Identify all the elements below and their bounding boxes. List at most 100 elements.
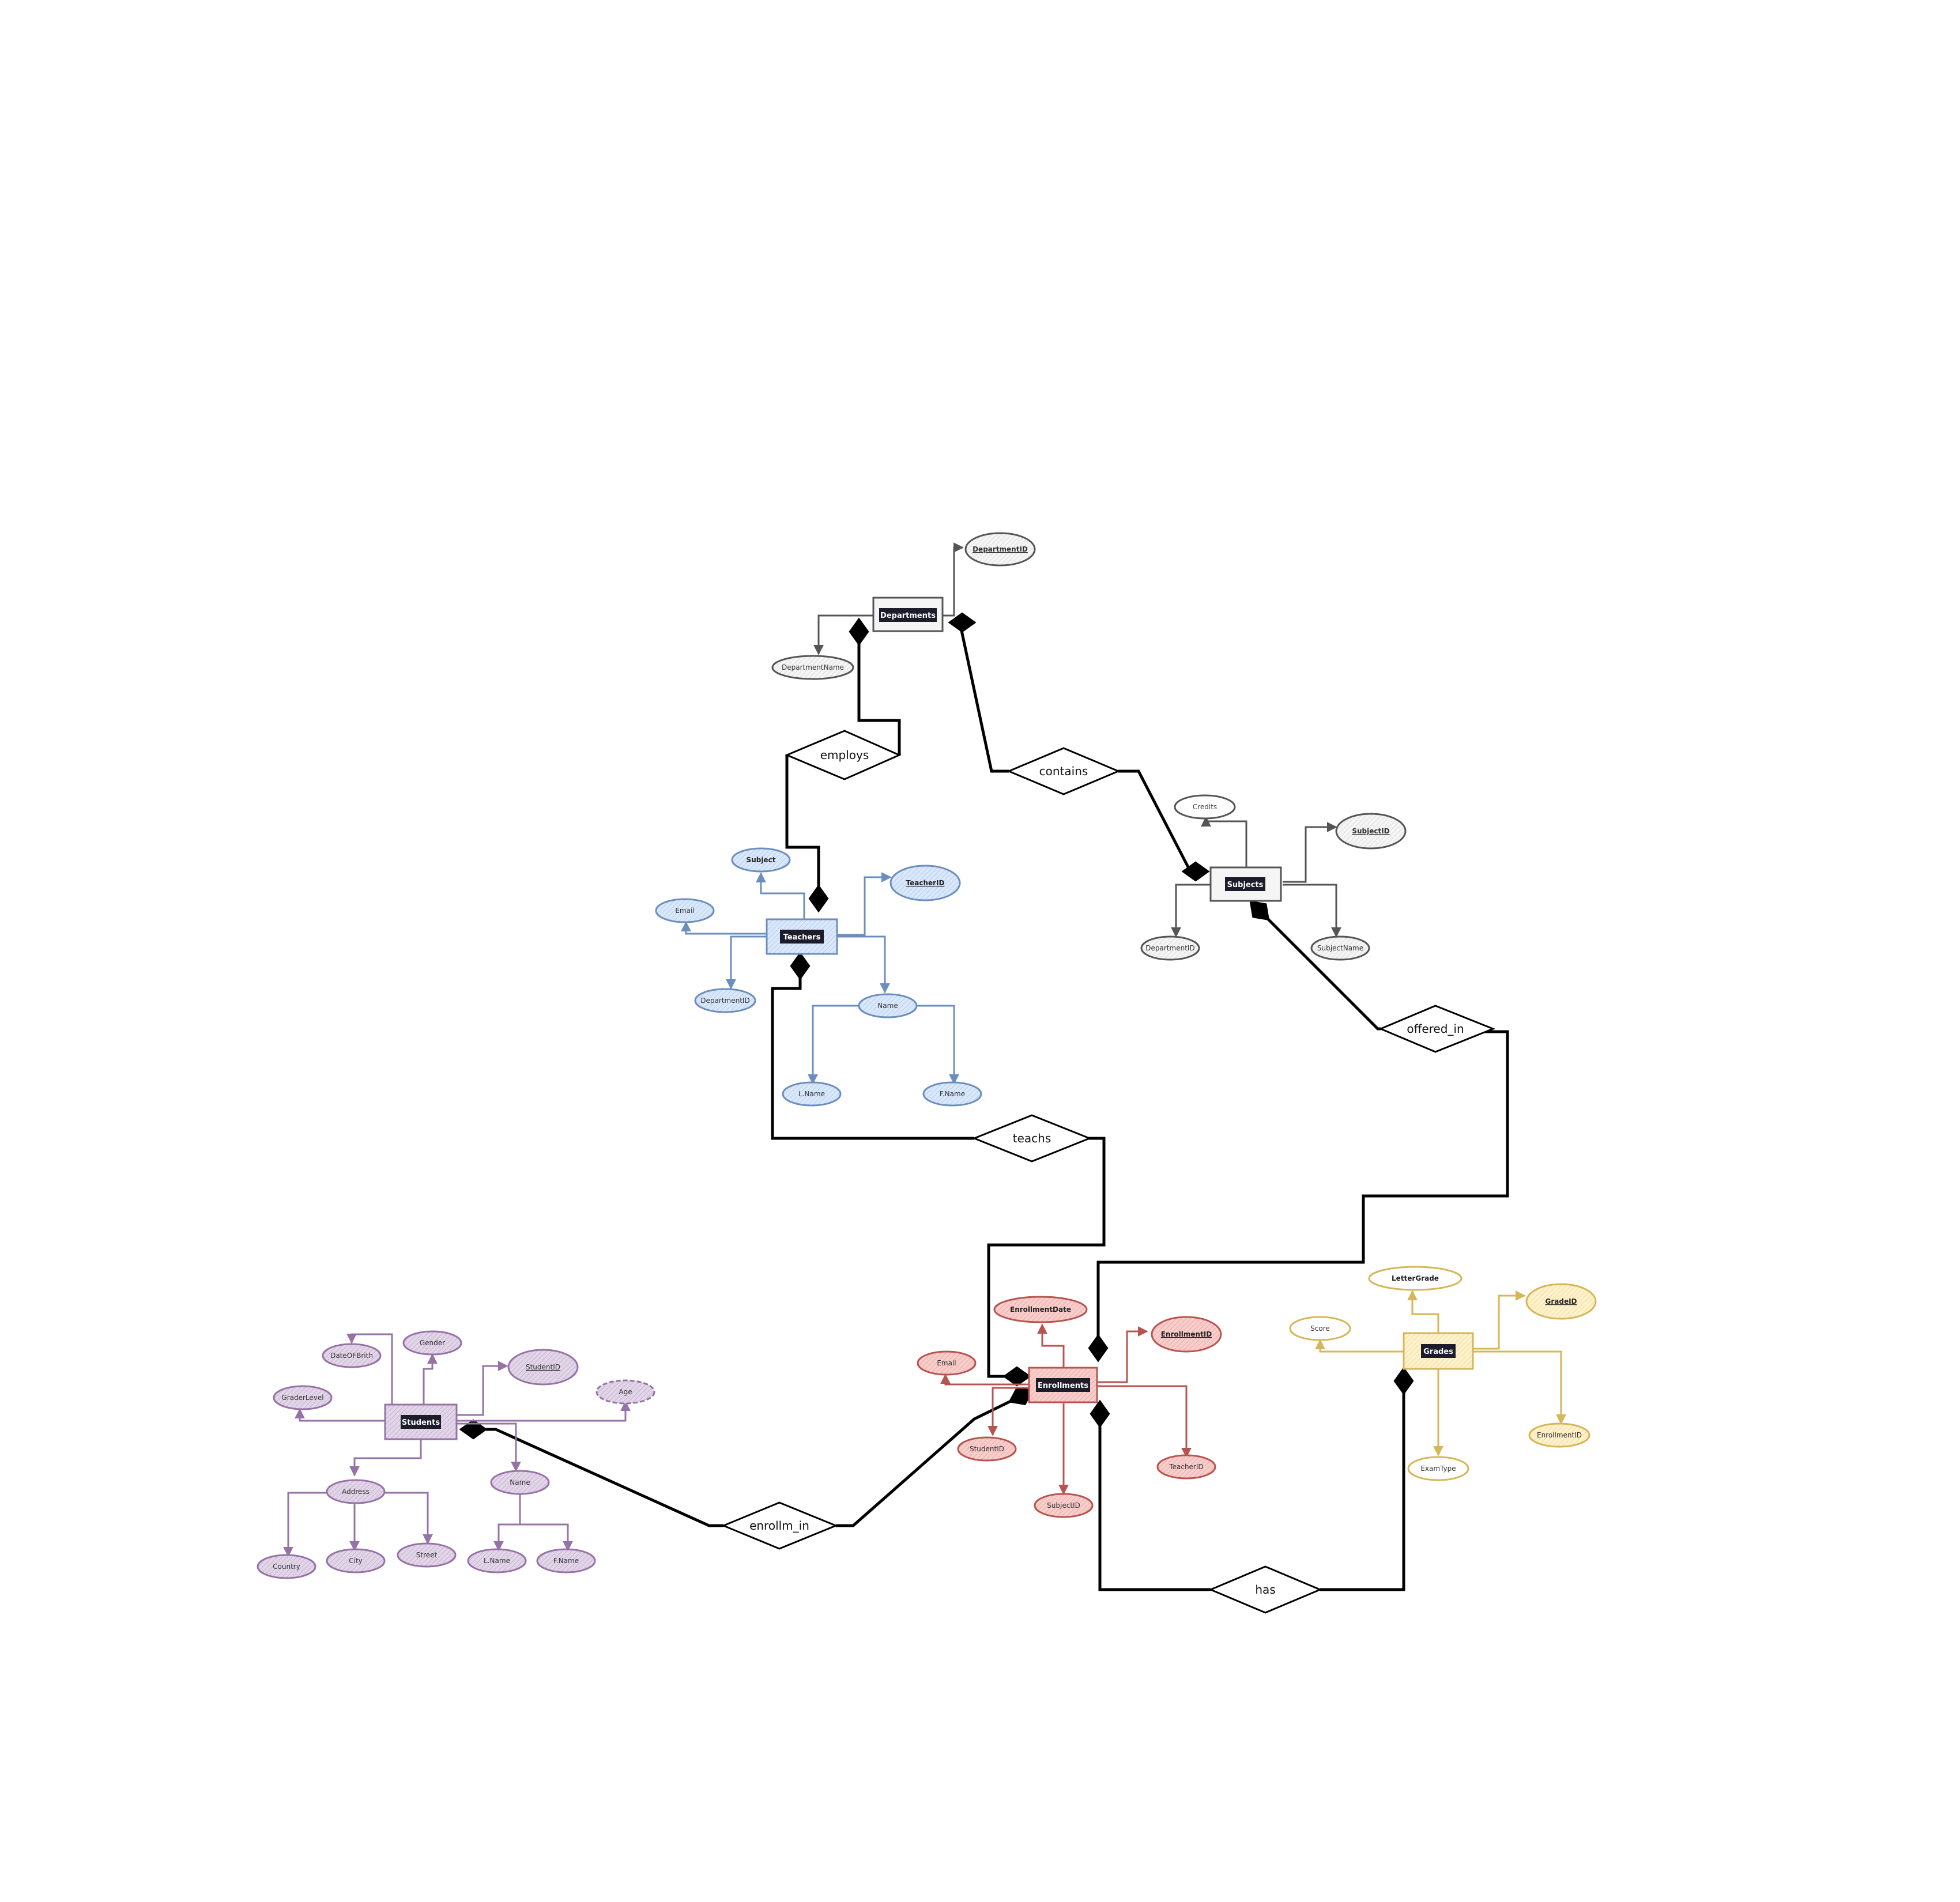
attribute-enrollment-student-id[interactable]: StudentID — [957, 1436, 1017, 1462]
connector-teachs-enrollments — [987, 1137, 1106, 1387]
relationship-has[interactable]: has — [1208, 1565, 1322, 1614]
attribute-grade-score-label: Score — [1310, 1324, 1330, 1333]
attribute-teacher-email[interactable]: Email — [655, 898, 715, 923]
entity-subjects[interactable]: Subjects — [1209, 866, 1282, 902]
connector-employs-departments — [849, 617, 901, 755]
attribute-subject-id-label: SubjectID — [1352, 827, 1389, 835]
attribute-teacher-name-label: Name — [877, 1002, 898, 1010]
attribute-student-age-label: Age — [619, 1388, 632, 1396]
attribute-student-l-name-label: L.Name — [484, 1557, 510, 1565]
attribute-student-id[interactable]: StudentID — [507, 1349, 579, 1386]
attribute-teacher-department-id[interactable]: DepartmentID — [694, 988, 756, 1013]
entity-departments[interactable]: Departments — [872, 597, 944, 632]
connector-contains-subjects — [1118, 769, 1210, 882]
attribute-student-grader-level[interactable]: GraderLevel — [273, 1385, 333, 1410]
attribute-enrollment-email[interactable]: Email — [917, 1350, 977, 1376]
attribute-enrollment-id-label: EnrollmentID — [1161, 1330, 1212, 1338]
attribute-enrollment-subject-id[interactable]: SubjectID — [1034, 1493, 1094, 1518]
connector-teachs-teachers — [771, 952, 974, 1140]
connector-has-enrollments — [1090, 1399, 1211, 1591]
relationship-teachs[interactable]: teachs — [971, 1114, 1092, 1163]
attribute-subject-credits[interactable]: Credits — [1174, 794, 1236, 820]
attribute-subject-department-id[interactable]: DepartmentID — [1140, 935, 1200, 961]
entity-students[interactable]: Students — [384, 1403, 458, 1440]
attribute-subject-name[interactable]: SubjectName — [1310, 935, 1370, 961]
attribute-subject-name-label: SubjectName — [1317, 944, 1363, 952]
attribute-grade-id[interactable]: GradeID — [1525, 1283, 1597, 1320]
attribute-student-street[interactable]: Street — [397, 1542, 457, 1568]
attribute-enrollment-teacher-id[interactable]: TeacherID — [1156, 1454, 1216, 1480]
attribute-teacher-l-name[interactable]: L.Name — [782, 1081, 842, 1107]
relationship-contains[interactable]: contains — [1007, 747, 1121, 795]
relationship-employs[interactable]: employs — [785, 730, 902, 780]
entity-departments-label: Departments — [880, 612, 936, 620]
relationship-connectors — [459, 612, 1509, 1591]
teachers-attribute-links — [681, 872, 959, 1085]
subjects-attribute-links — [1171, 816, 1341, 938]
attribute-student-f-name-label: F.Name — [553, 1557, 579, 1565]
attribute-department-id[interactable]: DepartmentID — [964, 532, 1036, 567]
relationship-contains-label: contains — [1039, 764, 1088, 778]
entity-grades-label: Grades — [1423, 1348, 1453, 1356]
attribute-grade-enrollment-id[interactable]: EnrollmentID — [1528, 1422, 1590, 1448]
attribute-grade-letter-grade[interactable]: LetterGrade — [1368, 1266, 1463, 1291]
attribute-grade-letter-grade-label: LetterGrade — [1392, 1274, 1439, 1282]
attribute-enrollment-date[interactable]: EnrollmentDate — [993, 1296, 1088, 1323]
attribute-grade-exam-type[interactable]: ExamType — [1407, 1456, 1469, 1481]
attribute-student-country-label: Country — [273, 1563, 300, 1571]
attribute-department-name[interactable]: DepartmentName — [771, 655, 854, 680]
attribute-student-address[interactable]: Address — [326, 1479, 386, 1504]
attribute-student-date-of-birth[interactable]: DateOFBrith — [322, 1343, 382, 1368]
attribute-enrollment-subject-id-label: SubjectID — [1047, 1501, 1080, 1509]
attribute-teacher-subject[interactable]: Subject — [731, 847, 791, 873]
attribute-subject-id[interactable]: SubjectID — [1335, 813, 1407, 850]
attribute-student-name-label: Name — [510, 1478, 530, 1486]
departments-attribute-links — [813, 542, 964, 655]
entity-enrollments-label: Enrollments — [1038, 1382, 1088, 1390]
attribute-department-id-label: DepartmentID — [973, 545, 1028, 553]
students-attribute-links — [283, 1333, 631, 1557]
attribute-grade-score[interactable]: Score — [1289, 1316, 1351, 1341]
relationship-enrollm-in-label: enrollm_in — [749, 1519, 809, 1533]
attribute-student-age[interactable]: Age — [595, 1379, 655, 1405]
attribute-teacher-email-label: Email — [675, 907, 694, 915]
attribute-teacher-f-name-label: F.Name — [940, 1090, 965, 1098]
entity-teachers-label: Teachers — [783, 933, 821, 942]
attribute-teacher-subject-label: Subject — [747, 856, 776, 864]
attribute-student-name[interactable]: Name — [490, 1470, 550, 1495]
attribute-student-date-of-birth-label: DateOFBrith — [330, 1352, 373, 1360]
attribute-student-street-label: Street — [416, 1551, 438, 1559]
attribute-enrollment-id[interactable]: EnrollmentID — [1151, 1316, 1222, 1353]
attribute-student-grader-level-label: GraderLevel — [281, 1394, 323, 1402]
relationship-teachs-label: teachs — [1013, 1131, 1051, 1145]
connector-employs-teachers — [785, 755, 829, 913]
attribute-student-country[interactable]: Country — [257, 1554, 316, 1579]
relationship-employs-label: employs — [820, 748, 869, 762]
attribute-student-f-name[interactable]: F.Name — [536, 1548, 596, 1573]
relationship-offered-in[interactable]: offered_in — [1378, 1005, 1496, 1053]
attribute-student-gender[interactable]: Gender — [402, 1330, 462, 1356]
attribute-student-id-label: StudentID — [526, 1363, 560, 1371]
attribute-grade-enrollment-id-label: EnrollmentID — [1537, 1431, 1582, 1439]
entity-grades[interactable]: Grades — [1403, 1332, 1474, 1370]
relationship-enrollm-in[interactable]: enrollm_in — [721, 1501, 838, 1550]
entity-enrollments[interactable]: Enrollments — [1028, 1367, 1098, 1403]
attribute-student-gender-label: Gender — [420, 1339, 445, 1347]
relationship-offered-in-label: offered_in — [1407, 1022, 1464, 1036]
connector-contains-departments — [948, 612, 1009, 773]
attribute-department-name-label: DepartmentName — [782, 663, 844, 671]
entity-teachers[interactable]: Teachers — [766, 918, 838, 955]
grades-attribute-links — [1315, 1290, 1566, 1456]
enrollments-attribute-links — [940, 1323, 1192, 1495]
attribute-student-city-label: City — [349, 1557, 363, 1565]
attribute-teacher-l-name-label: L.Name — [798, 1090, 825, 1098]
connector-offered-in-enrollments — [1088, 1030, 1509, 1363]
attribute-teacher-f-name[interactable]: F.Name — [922, 1081, 982, 1107]
attribute-student-city[interactable]: City — [326, 1548, 386, 1573]
attribute-student-l-name[interactable]: L.Name — [467, 1548, 527, 1573]
attribute-teacher-id[interactable]: TeacherID — [889, 865, 961, 901]
attribute-teacher-name[interactable]: Name — [858, 993, 918, 1018]
connector-enrollm-in-students — [459, 1419, 723, 1527]
